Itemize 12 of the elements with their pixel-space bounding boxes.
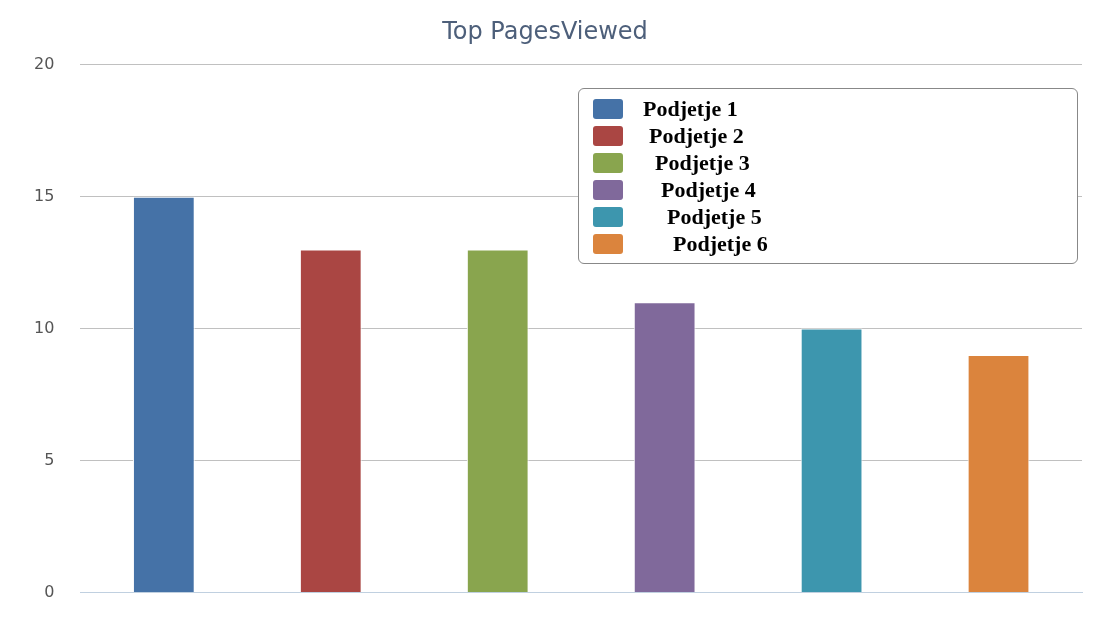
legend-label: Podjetje 3 bbox=[655, 149, 750, 176]
legend-label: Podjetje 6 bbox=[673, 230, 768, 257]
y-tick-label: 15 bbox=[34, 185, 55, 205]
legend-label: Podjetje 1 bbox=[643, 95, 738, 122]
legend-label: Podjetje 5 bbox=[667, 203, 762, 230]
y-tick-label: 5 bbox=[44, 449, 55, 469]
y-tick-label: 20 bbox=[34, 53, 55, 73]
legend-label: Podjetje 4 bbox=[661, 176, 756, 203]
legend-label: Podjetje 2 bbox=[649, 122, 744, 149]
chart-title: Top PagesViewed bbox=[441, 16, 648, 45]
y-tick-label: 0 bbox=[44, 581, 55, 601]
y-tick-label: 10 bbox=[34, 317, 55, 337]
